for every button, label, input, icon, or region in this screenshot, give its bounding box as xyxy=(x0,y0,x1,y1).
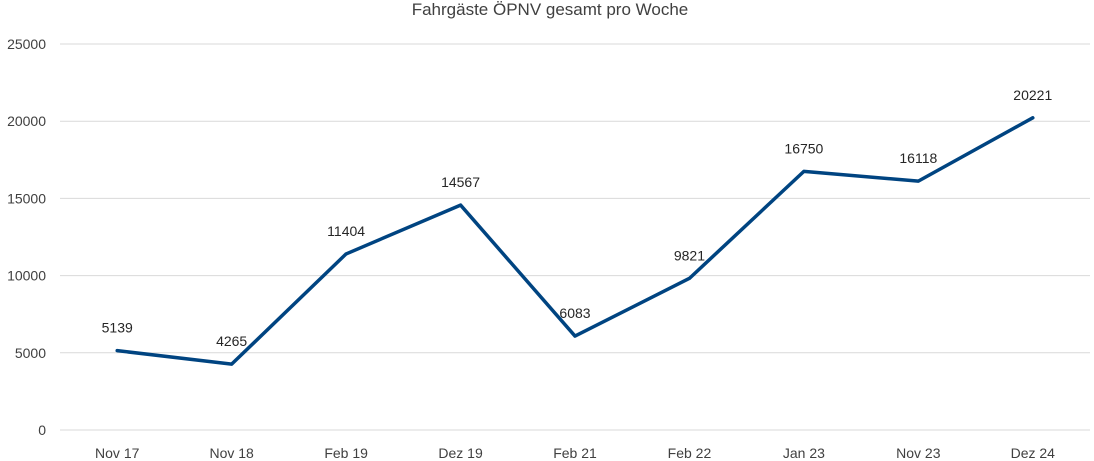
y-tick-label: 5000 xyxy=(15,345,46,361)
data-point xyxy=(459,203,463,207)
x-tick-label: Dez 19 xyxy=(438,445,483,461)
x-tick-label: Nov 18 xyxy=(209,445,254,461)
data-label: 16750 xyxy=(784,140,823,156)
data-label: 4265 xyxy=(216,333,247,349)
data-point xyxy=(115,349,119,353)
y-tick-label: 20000 xyxy=(7,113,46,129)
chart-title: Fahrgäste ÖPNV gesamt pro Woche xyxy=(412,0,689,19)
data-label: 11404 xyxy=(327,223,365,239)
series-line xyxy=(115,116,1035,366)
data-point xyxy=(916,179,920,183)
x-tick-label: Dez 24 xyxy=(1011,445,1056,461)
y-tick-label: 0 xyxy=(38,422,46,438)
data-label: 20221 xyxy=(1013,87,1052,103)
y-axis-ticks: 0 5000 10000 15000 20000 25000 xyxy=(7,36,46,438)
data-point xyxy=(230,362,234,366)
data-label: 5139 xyxy=(102,320,133,336)
data-point xyxy=(687,276,691,280)
y-tick-label: 10000 xyxy=(7,268,46,284)
gridlines xyxy=(60,43,1090,431)
x-tick-label: Nov 17 xyxy=(95,445,140,461)
x-tick-label: Feb 22 xyxy=(668,445,712,461)
x-tick-label: Nov 23 xyxy=(896,445,941,461)
data-point xyxy=(573,334,577,338)
y-tick-label: 25000 xyxy=(7,36,46,52)
x-tick-label: Feb 21 xyxy=(553,445,597,461)
x-tick-label: Jan 23 xyxy=(783,445,825,461)
x-axis-ticks: Nov 17 Nov 18 Feb 19 Dez 19 Feb 21 Feb 22 Jan … xyxy=(95,445,1055,461)
data-point xyxy=(802,169,806,173)
data-labels: 5139 4265 11404 14567 6083 9821 16750 16118 2022… xyxy=(102,87,1053,349)
data-label: 14567 xyxy=(441,174,480,190)
series-layer xyxy=(115,116,1035,366)
data-label: 6083 xyxy=(559,305,590,321)
x-tick-label: Feb 19 xyxy=(324,445,368,461)
y-tick-label: 15000 xyxy=(7,190,46,206)
data-point xyxy=(1031,116,1035,120)
data-point xyxy=(344,252,348,256)
data-label: 9821 xyxy=(674,247,705,263)
data-label: 16118 xyxy=(899,150,937,166)
